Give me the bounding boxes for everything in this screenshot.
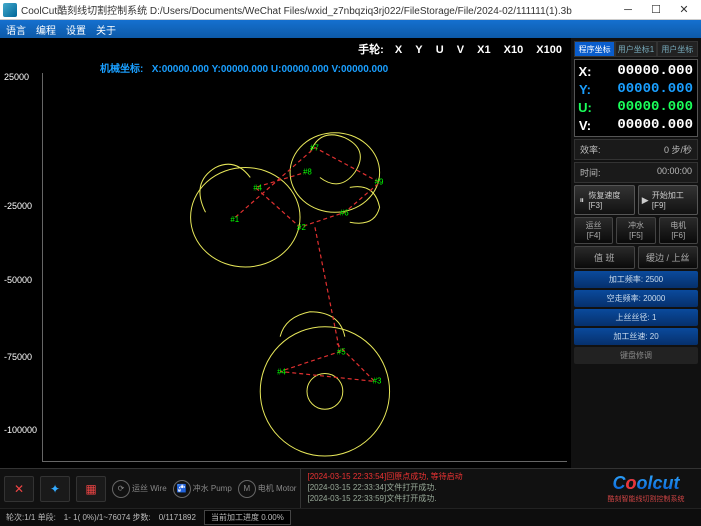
motor-indicator: M电机 Motor <box>238 480 297 498</box>
stat-kbd-adj[interactable]: 键盘修调 <box>574 347 698 364</box>
hw-x[interactable]: X <box>395 44 402 56</box>
stat-wire-speed[interactable]: 加工丝速: 20 <box>574 328 698 345</box>
menu-about[interactable]: 关于 <box>96 22 116 37</box>
hw-y[interactable]: Y <box>415 44 422 56</box>
hw-v[interactable]: V <box>457 44 464 56</box>
stat-freq[interactable]: 加工频率: 2500 <box>574 271 698 288</box>
status-steps: 0/1171892 <box>159 513 196 522</box>
maximize-button[interactable]: ☐ <box>642 1 670 19</box>
svg-text:#3: #3 <box>373 376 382 385</box>
hw-x100[interactable]: X100 <box>536 44 562 56</box>
duty-button[interactable]: 值 班 <box>574 246 635 269</box>
efficiency-row: 效率:0 步/秒 <box>574 139 698 160</box>
svg-text:#8: #8 <box>303 167 312 176</box>
stat-idle-freq[interactable]: 空走频率: 20000 <box>574 290 698 307</box>
svg-text:#7: #7 <box>310 144 319 153</box>
progress-box: 当前加工进度 0.00% <box>204 510 291 525</box>
hw-x1[interactable]: X1 <box>477 44 490 56</box>
tool-3[interactable]: ▦ <box>76 476 106 502</box>
coord-u: 00000.000 <box>593 99 695 115</box>
svg-text:#4: #4 <box>253 183 262 192</box>
tool-2[interactable]: ✦ <box>40 476 70 502</box>
window-title: CoolCut酷刻线切割控制系统 D:/Users/Documents/WeCh… <box>21 2 614 17</box>
log-line-3: [2024-03-15 22:33:59]文件打开成功. <box>307 493 585 504</box>
resume-speed-button[interactable]: ⏸恢复速度[F3] <box>574 185 635 215</box>
menu-settings[interactable]: 设置 <box>66 22 86 37</box>
minimize-button[interactable]: ─ <box>614 1 642 19</box>
side-panel: 程序坐标 用户坐标1 用户坐标 X:00000.000 Y:00000.000 … <box>571 38 701 468</box>
edge-wire-button[interactable]: 缓边 / 上丝 <box>638 246 699 269</box>
motor-button[interactable]: 电机[F6] <box>659 217 698 244</box>
coord-v: 00000.000 <box>593 117 695 133</box>
pump-indicator: 🚰冲水 Pump <box>173 480 232 498</box>
handwheel-label: 手轮: <box>358 44 384 56</box>
coord-readout: X:00000.000 Y:00000.000 U:00000.000 V:00… <box>574 59 698 137</box>
svg-text:#4: #4 <box>277 367 286 376</box>
svg-text:#5: #5 <box>337 348 346 357</box>
log-line-1: [2024-03-15 22:33:54]回原点成功, 等待启动 <box>307 471 585 482</box>
y-axis: 25000 -25000 -50000 -75000 -100000 <box>2 38 42 468</box>
hw-x10[interactable]: X10 <box>504 44 524 56</box>
tab-prog-coord[interactable]: 程序坐标 <box>574 41 615 57</box>
motor-icon: M <box>238 480 256 498</box>
wire-icon: ⟳ <box>112 480 130 498</box>
start-cut-button[interactable]: ▶开始加工[F9] <box>638 185 699 215</box>
wire-indicator: ⟳运丝 Wire <box>112 480 167 498</box>
svg-text:#9: #9 <box>375 177 384 186</box>
status-rounds: 轮次:1/1 单段: <box>6 512 56 523</box>
bottom-bar: ✕ ✦ ▦ ⟳运丝 Wire 🚰冲水 Pump M电机 Motor [2024-… <box>0 468 701 508</box>
app-icon <box>3 3 17 17</box>
menu-prog[interactable]: 编程 <box>36 22 56 37</box>
coord-y: 00000.000 <box>593 81 695 97</box>
drawing-viewport[interactable]: #1 #7 #9 #6 #2 #4 #8 #5 #4 #3 <box>42 73 567 462</box>
pause-icon: ⏸ <box>577 195 586 205</box>
svg-text:#6: #6 <box>340 208 349 217</box>
hw-u[interactable]: U <box>436 44 444 56</box>
pump-button[interactable]: 冲水[F5] <box>616 217 655 244</box>
svg-text:#2: #2 <box>297 223 306 232</box>
stat-wire-diam[interactable]: 上丝丝径: 1 <box>574 309 698 326</box>
logo-area: Coolcut 酷刻智能线切割控制系统 <box>591 469 701 508</box>
coord-x: 00000.000 <box>593 63 695 79</box>
time-row: 时间:00:00:00 <box>574 162 698 183</box>
log-line-2: [2024-03-15 22:33:34]文件打开成功. <box>307 482 585 493</box>
status-bar: 轮次:1/1 单段: 1- 1( 0%)/1~76074 步数: 0/11718… <box>0 508 701 526</box>
handwheel-panel: 手轮: X Y U V X1 X10 X100 <box>358 41 567 57</box>
play-icon: ▶ <box>641 195 650 205</box>
logo-subtitle: 酷刻智能线切割控制系统 <box>608 494 685 504</box>
tab-user2[interactable]: 用户坐标 <box>657 41 698 57</box>
status-seg: 1- 1( 0%)/1~76074 步数: <box>64 512 151 523</box>
close-button[interactable]: ✕ <box>670 1 698 19</box>
canvas-area[interactable]: 手轮: X Y U V X1 X10 X100 机械坐标: X:00000.00… <box>0 38 571 468</box>
tab-user1[interactable]: 用户坐标1 <box>615 41 656 57</box>
menu-bar: 语言 编程 设置 关于 <box>0 20 701 38</box>
logo-text: Coolcut <box>613 473 680 494</box>
wire-button[interactable]: 运丝[F4] <box>574 217 613 244</box>
pump-icon: 🚰 <box>173 480 191 498</box>
menu-lang[interactable]: 语言 <box>6 22 26 37</box>
log-area: [2024-03-15 22:33:54]回原点成功, 等待启动 [2024-0… <box>300 469 591 508</box>
title-bar: CoolCut酷刻线切割控制系统 D:/Users/Documents/WeCh… <box>0 0 701 20</box>
svg-text:#1: #1 <box>230 215 239 224</box>
tool-1[interactable]: ✕ <box>4 476 34 502</box>
